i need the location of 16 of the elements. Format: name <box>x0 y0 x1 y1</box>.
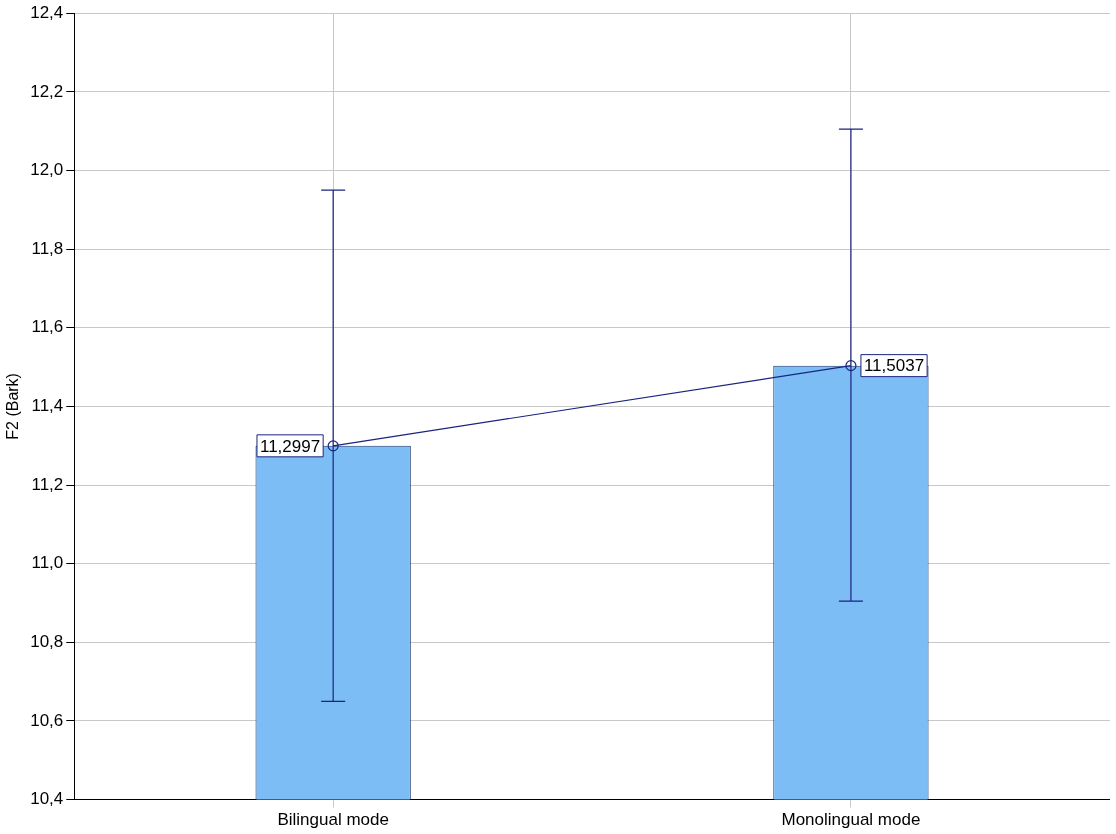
y-tick-label: 10,6 <box>30 710 64 730</box>
data-label: 11,2997 <box>259 436 321 456</box>
y-tick-label: 11,6 <box>31 317 64 337</box>
y-tick-label: 11,8 <box>31 238 64 258</box>
y-tick-label: 11,4 <box>31 396 64 416</box>
y-tick-label: 12,2 <box>30 81 64 101</box>
y-tick-label: 11,0 <box>31 553 64 573</box>
y-tick-label: 10,4 <box>30 789 64 809</box>
data-label: 11,5037 <box>863 356 925 376</box>
y-tick-label: 12,4 <box>30 2 64 22</box>
y-tick-label: 10,8 <box>30 632 64 652</box>
x-tick-label: Monolingual mode <box>781 810 921 830</box>
y-tick-label: 12,0 <box>30 160 64 180</box>
y-tick-label: 11,2 <box>31 474 64 494</box>
y-axis-title: F2 (Bark) <box>4 373 22 440</box>
x-tick-label: Bilingual mode <box>277 810 389 830</box>
